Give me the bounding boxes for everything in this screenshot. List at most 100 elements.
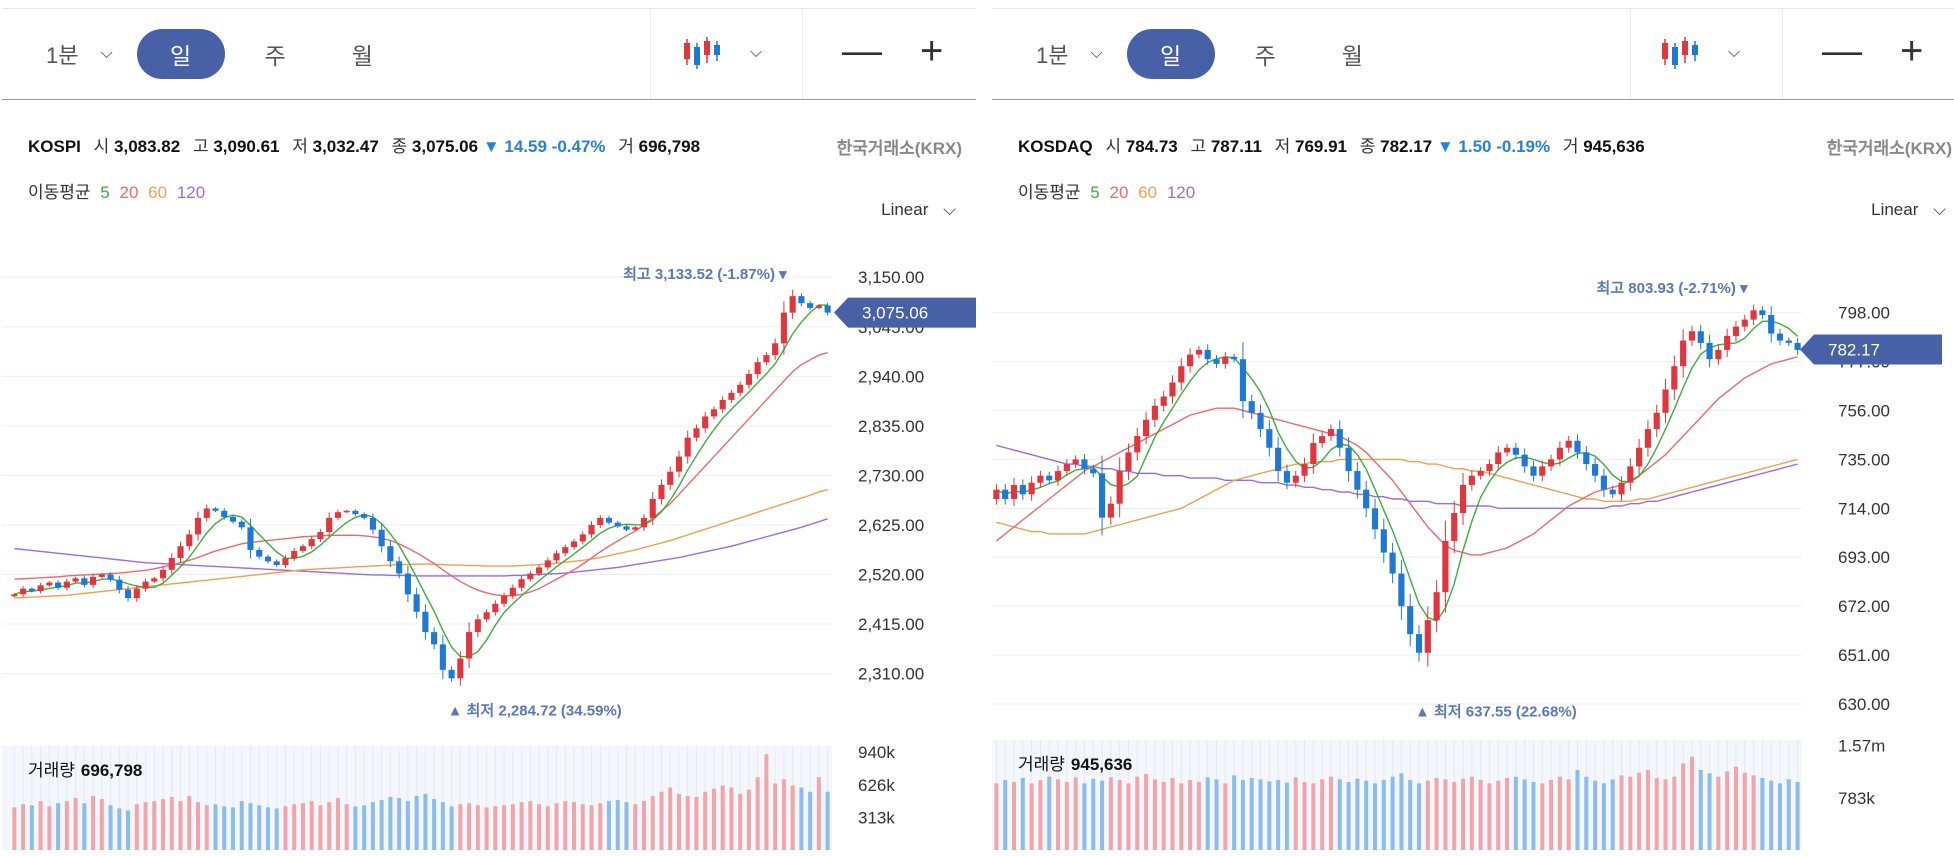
candle-body [605, 517, 613, 523]
volume-bar [1769, 780, 1774, 850]
candle-body [1486, 464, 1493, 472]
volume-bar [738, 793, 743, 850]
timeframe-week-button[interactable]: 주 [1254, 43, 1276, 69]
volume-tick-label: 1.57m [1838, 736, 1885, 755]
candle-body [1213, 359, 1220, 364]
candle-body [1134, 436, 1141, 453]
volume-bar [1020, 778, 1025, 850]
candle-body [133, 588, 140, 599]
candle-body [1310, 443, 1317, 465]
ma120-line [996, 444, 1798, 510]
candle-body [11, 594, 18, 597]
candle-body [1257, 412, 1264, 430]
volume-bar [624, 802, 629, 850]
candle-body [1530, 466, 1537, 476]
candle-body [737, 384, 744, 393]
volume-total: 945,636 [1070, 755, 1133, 774]
candle-body [299, 546, 307, 551]
price-chart[interactable]: 2,310.00 2,415.00 2,520.00 2,625.00 2,730.00… [2, 0, 976, 856]
timeframe-week-button[interactable]: 주 [264, 43, 286, 69]
zoom-in-button[interactable]: + [1900, 29, 1923, 73]
timeframe-day-button[interactable]: 일 [136, 29, 225, 79]
candle-body [1345, 447, 1352, 472]
chart-type-dropdown[interactable]: ⌵ [682, 35, 762, 71]
toolbar-divider [650, 9, 651, 99]
volume-bar [781, 779, 786, 850]
volume-bar [1073, 777, 1078, 850]
volume-bar [388, 796, 393, 850]
timeframe-minute-dropdown[interactable]: 1분 ⌵ [46, 38, 113, 70]
candle-body [1107, 503, 1114, 518]
candle-body [116, 579, 123, 590]
volume-bar [790, 785, 795, 850]
volume-bar [353, 806, 358, 850]
volume-bar [668, 787, 673, 850]
candle-body [177, 546, 184, 558]
price-chart[interactable]: 630.00 651.00 672.00 693.00 714.00 735.00 756.… [992, 0, 1954, 856]
volume-bar [1144, 774, 1149, 850]
zoom-out-button[interactable]: — [842, 29, 882, 73]
volume-bar [563, 801, 568, 850]
timeframe-month-button[interactable]: 월 [1341, 43, 1363, 69]
volume-bar [21, 804, 26, 850]
min-price-annotation: ▲ 최저 637.55 (22.68%) [1415, 702, 1577, 720]
volume-bar [379, 800, 384, 850]
chart-type-dropdown[interactable]: ⌵ [1660, 35, 1740, 71]
moving-average-legend[interactable]: 이동평균 5 20 60 120 [28, 178, 205, 203]
candle-body [63, 581, 70, 588]
zoom-in-button[interactable]: + [920, 29, 943, 73]
volume-value: 696,798 [638, 137, 701, 156]
volume-bar [580, 804, 585, 850]
candle-body [229, 516, 237, 522]
volume-bar [362, 805, 367, 850]
volume-bar [1760, 778, 1765, 850]
volume-bar [1276, 780, 1281, 850]
volume-bar [1108, 777, 1113, 850]
chevron-down-icon: ⌵ [943, 200, 956, 219]
volume-bar [994, 783, 999, 850]
candle-body [693, 428, 700, 438]
zoom-out-button[interactable]: — [1822, 29, 1862, 73]
candle-body [1415, 634, 1423, 653]
volume-bar [405, 801, 410, 850]
chevron-down-icon: ⌵ [100, 45, 113, 62]
candle-body [1389, 552, 1396, 574]
volume-bar [746, 789, 751, 850]
scale-dropdown[interactable]: Linear ⌵ [881, 200, 956, 220]
candle-body [203, 508, 210, 518]
ma-legend-label: 이동평균 [28, 183, 91, 202]
scale-dropdown[interactable]: Linear ⌵ [1871, 200, 1946, 220]
candle-body [1283, 471, 1291, 483]
candle-body [1715, 349, 1722, 360]
candle-body [1116, 471, 1123, 504]
toolbar-divider [1782, 9, 1783, 99]
volume-bar [239, 801, 244, 850]
low-value: 769.91 [1295, 137, 1348, 156]
volume-bar [213, 804, 218, 850]
volume-bar [300, 803, 305, 850]
timeframe-day-button[interactable]: 일 [1126, 29, 1215, 79]
volume-bar [318, 805, 323, 850]
volume-bar [1725, 771, 1730, 850]
volume-bar [1126, 783, 1131, 850]
volume-bar [1038, 780, 1043, 850]
chevron-down-icon: ⌵ [1933, 200, 1946, 219]
timeframe-month-button[interactable]: 월 [351, 43, 373, 69]
volume-bar [1355, 778, 1360, 850]
chart-toolbar: 1분 ⌵ 일 주 월 ⌵ — + [2, 8, 976, 100]
timeframe-minute-dropdown[interactable]: 1분 ⌵ [1036, 38, 1103, 70]
candle-body [1204, 349, 1211, 360]
volume-bar [56, 803, 61, 850]
volume-bar [1637, 772, 1642, 850]
candle-body [754, 362, 761, 374]
candle-body [352, 510, 359, 515]
chevron-down-icon: ⌵ [1728, 44, 1741, 61]
volume-bar [545, 806, 550, 850]
moving-average-legend[interactable]: 이동평균 5 20 60 120 [1018, 178, 1195, 203]
volume-bar [230, 807, 235, 850]
volume-bar [1716, 776, 1721, 850]
volume-bar [397, 798, 402, 850]
volume-tick-label: 626k [858, 776, 895, 795]
volume-header: 거래량 945,636 [1018, 750, 1132, 775]
candle-body [431, 632, 438, 645]
